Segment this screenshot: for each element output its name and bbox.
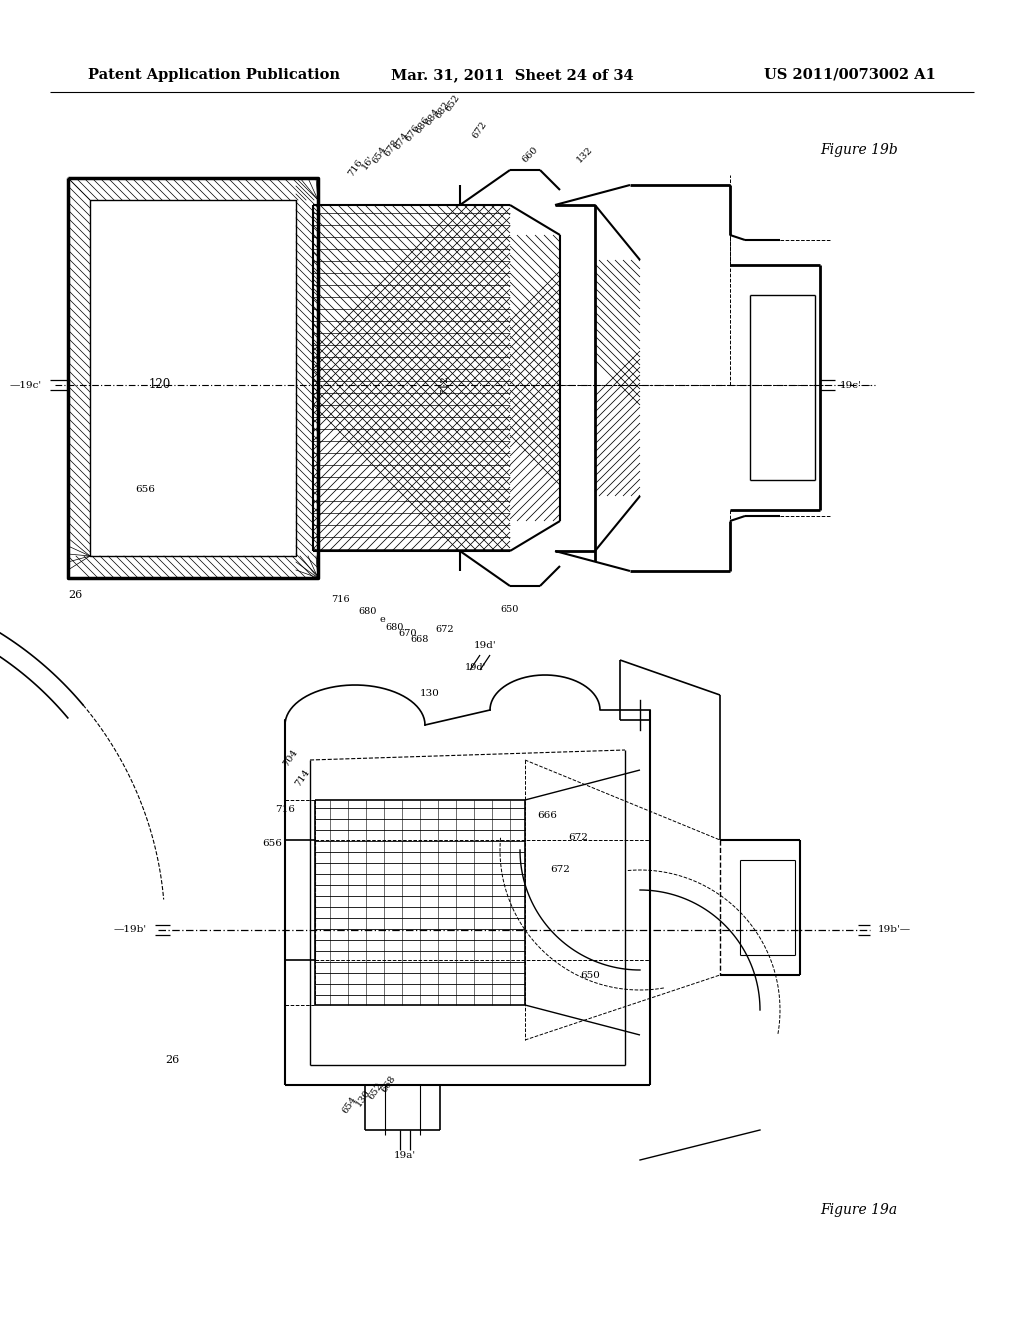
Text: 670: 670 [398,630,417,639]
Text: 652: 652 [444,92,462,114]
Text: 130: 130 [420,689,440,698]
Text: 132: 132 [575,145,595,165]
Text: 656: 656 [262,838,282,847]
Text: 680: 680 [358,607,377,616]
Text: 684: 684 [424,107,442,127]
Text: 652: 652 [367,1081,385,1101]
Text: 660: 660 [520,145,540,165]
Text: 714: 714 [293,768,311,788]
Text: 672: 672 [550,866,570,874]
Text: 712: 712 [440,375,450,395]
Text: 654: 654 [371,145,389,165]
Text: 16': 16' [360,153,376,170]
Text: 130: 130 [354,1088,372,1109]
Text: 656: 656 [135,486,155,495]
Text: 19a': 19a' [394,1151,416,1159]
Text: 682: 682 [434,100,452,120]
Text: 704: 704 [281,748,299,768]
Text: 654: 654 [341,1094,359,1115]
Text: 716: 716 [275,805,295,814]
Text: Mar. 31, 2011  Sheet 24 of 34: Mar. 31, 2011 Sheet 24 of 34 [391,69,633,82]
Text: —19c': —19c' [10,380,42,389]
Bar [313,205,510,550]
Text: 650: 650 [580,970,600,979]
Text: 668: 668 [411,635,429,644]
Text: 19d': 19d' [465,664,486,672]
Text: 668: 668 [380,1074,398,1094]
Text: 680: 680 [386,623,404,631]
Text: e: e [379,615,385,624]
Text: 674: 674 [393,131,411,152]
Text: 716: 716 [331,595,349,605]
Text: 26: 26 [68,590,82,601]
Text: 19c'—: 19c'— [840,380,872,389]
Text: Figure 19a: Figure 19a [820,1203,897,1217]
Text: US 2011/0073002 A1: US 2011/0073002 A1 [764,69,936,82]
Text: Figure 19b: Figure 19b [820,143,898,157]
Text: 676: 676 [404,123,422,143]
Text: 26: 26 [165,1055,179,1065]
Text: 672: 672 [568,833,588,842]
Text: —19b': —19b' [114,925,147,935]
Text: 716: 716 [346,158,364,178]
Text: 672: 672 [471,120,489,140]
Text: 678: 678 [383,137,401,158]
Text: Patent Application Publication: Patent Application Publication [88,69,340,82]
Text: 120: 120 [148,379,171,392]
Text: 672: 672 [435,626,455,635]
Text: 650: 650 [501,606,519,615]
Text: 666: 666 [537,810,557,820]
Text: 19d': 19d' [474,640,497,649]
Text: 19b'—: 19b'— [878,925,911,935]
Text: 686: 686 [414,115,432,135]
